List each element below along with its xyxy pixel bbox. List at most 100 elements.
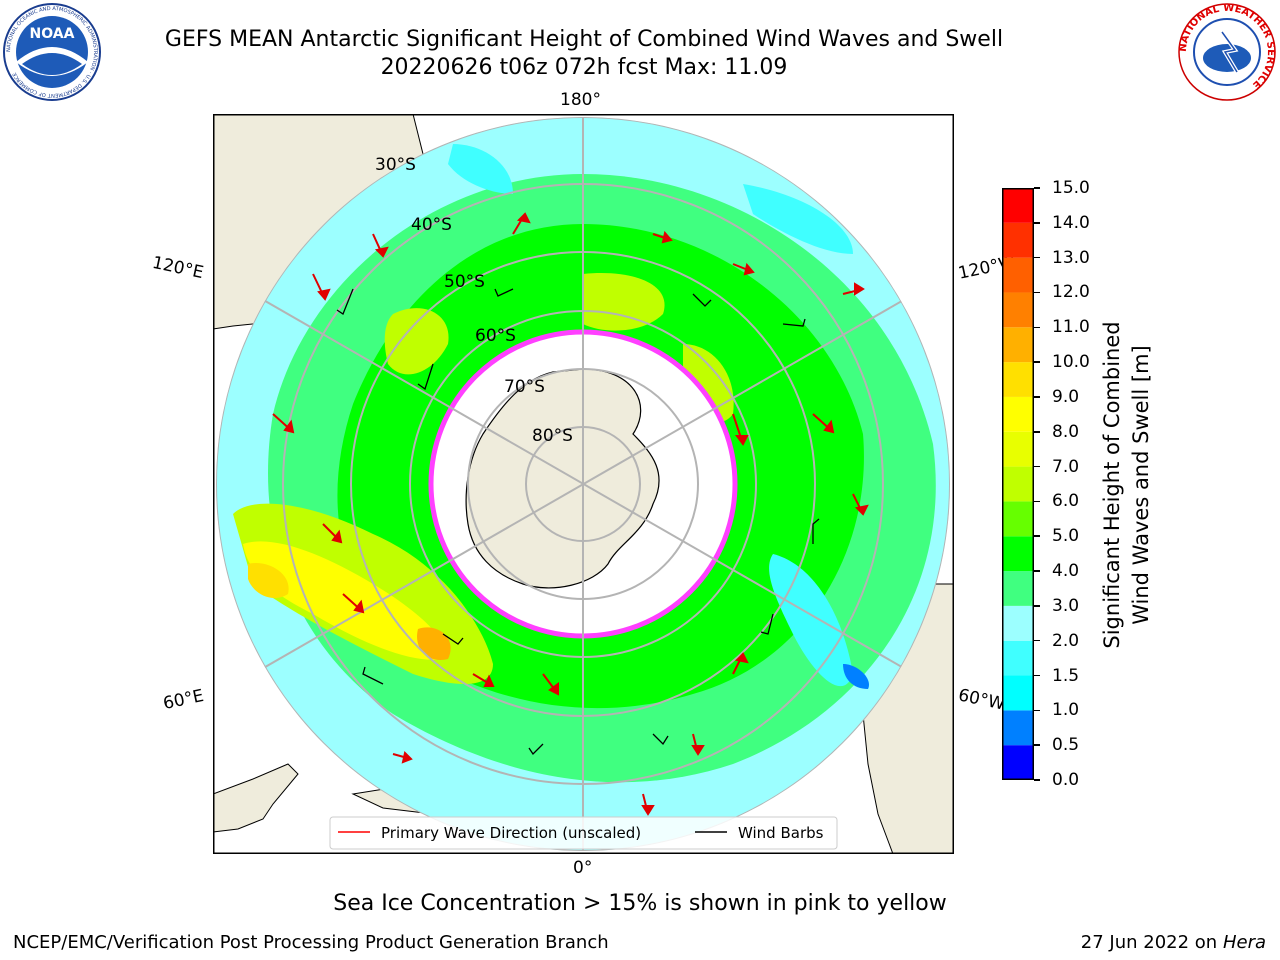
colorbar-segment bbox=[1002, 327, 1034, 363]
wave-arrow bbox=[852, 493, 869, 516]
colorbar-tick bbox=[1034, 674, 1040, 677]
colorbar-segment bbox=[1002, 710, 1034, 746]
lat-label-40s: 40°S bbox=[411, 215, 452, 235]
wave-arrow bbox=[732, 262, 755, 276]
wave-arrow bbox=[342, 593, 365, 614]
noaa-logo: NOAA NATIONAL OCEANIC AND ATMOSPHERIC AD… bbox=[3, 3, 101, 101]
footer-date-text: 27 Jun 2022 on bbox=[1080, 932, 1218, 953]
colorbar-tick bbox=[1034, 361, 1040, 363]
colorbar-tick-label: 11.0 bbox=[1052, 317, 1090, 338]
footer-branch: NCEP/EMC/Verification Post Processing Pr… bbox=[13, 932, 609, 953]
wave-band-peak bbox=[417, 627, 451, 660]
colorbar-tick bbox=[1034, 431, 1040, 433]
colorbar-tick-label: 10.0 bbox=[1052, 352, 1090, 373]
wind-barb bbox=[782, 318, 806, 327]
africa-landmass bbox=[213, 763, 299, 833]
colorbar-tick-label: 1.5 bbox=[1052, 665, 1080, 686]
colorbar-tick-label: 0.5 bbox=[1052, 735, 1080, 756]
wave-arrow bbox=[691, 733, 705, 756]
wave-band-6m-upper-left bbox=[384, 308, 449, 375]
colorbar-segment bbox=[1002, 188, 1034, 223]
colorbar-tick bbox=[1034, 570, 1040, 572]
map-legend: Primary Wave Direction (unscaled) Wind B… bbox=[329, 816, 838, 850]
wave-arrow bbox=[372, 233, 389, 258]
wave-arrow bbox=[842, 282, 865, 296]
lon-label-60w: 60°W bbox=[956, 685, 1007, 715]
sea-ice-note: Sea Ice Concentration > 15% is shown in … bbox=[333, 891, 947, 916]
colorbar-segment bbox=[1002, 745, 1034, 780]
colorbar-tick-label: 0.0 bbox=[1052, 770, 1080, 790]
colorbar-segment bbox=[1002, 257, 1034, 293]
colorbar-tick-label: 15.0 bbox=[1052, 178, 1090, 198]
colorbar-tick-label: 14.0 bbox=[1052, 212, 1090, 233]
wave-band-1m-right bbox=[843, 664, 869, 689]
colorbar-tick-label: 3.0 bbox=[1052, 595, 1080, 616]
colorbar-tick bbox=[1034, 465, 1040, 468]
colorbar-segment bbox=[1002, 292, 1034, 328]
wind-barb bbox=[362, 666, 384, 685]
colorbar-segment bbox=[1002, 536, 1034, 572]
wave-direction-arrows bbox=[272, 212, 869, 816]
wave-arrow bbox=[272, 413, 295, 434]
wave-band-7m bbox=[243, 541, 445, 660]
wind-barb bbox=[760, 613, 774, 635]
colorbar-tick-label: 1.0 bbox=[1052, 700, 1080, 721]
lon-label-0: 0° bbox=[573, 858, 593, 878]
colorbar-tick bbox=[1034, 779, 1040, 781]
wind-barbs bbox=[336, 288, 820, 756]
lon-label-60e: 60°E bbox=[161, 685, 206, 715]
colorbar-segment bbox=[1002, 362, 1034, 397]
map-border bbox=[213, 114, 954, 854]
colorbar-segment bbox=[1002, 571, 1034, 606]
wind-barb bbox=[494, 288, 514, 297]
colorbar-tick bbox=[1034, 396, 1040, 398]
colorbar-segment bbox=[1002, 431, 1034, 467]
lon-label-120e: 120°E bbox=[150, 252, 206, 284]
wind-barb bbox=[417, 363, 434, 391]
wind-barb bbox=[692, 293, 712, 307]
legend-wave-label: Primary Wave Direction (unscaled) bbox=[381, 824, 641, 842]
wave-arrow bbox=[322, 523, 343, 544]
colorbar-tick-label: 8.0 bbox=[1052, 421, 1080, 442]
wave-arrow bbox=[641, 793, 655, 816]
nws-logo: NATIONAL WEATHER SERVICE bbox=[1178, 3, 1276, 101]
wave-arrow bbox=[392, 751, 413, 764]
lat-label-50s: 50°S bbox=[444, 272, 485, 292]
wave-arrow bbox=[732, 413, 749, 446]
colorbar-segment bbox=[1002, 222, 1034, 258]
footer-host: Hera bbox=[1222, 932, 1266, 953]
colorbar-title-line2: Wind Waves and Swell [m] bbox=[1129, 345, 1153, 625]
colorbar-tick-label: 7.0 bbox=[1052, 456, 1080, 477]
colorbar bbox=[1002, 188, 1034, 780]
longitude-grid bbox=[216, 117, 950, 851]
colorbar-tick-label: 6.0 bbox=[1052, 491, 1080, 512]
wave-arrow bbox=[542, 673, 559, 696]
wave-band-2m-top-left bbox=[448, 144, 513, 194]
wave-arrow bbox=[312, 273, 331, 301]
polar-map: 30°S 40°S 50°S 60°S 70°S 80°S Primary Wa… bbox=[213, 114, 954, 854]
wave-arrow bbox=[812, 413, 835, 434]
colorbar-tick bbox=[1034, 256, 1040, 259]
lon-label-180: 180° bbox=[560, 90, 601, 110]
colorbar-segment bbox=[1002, 466, 1034, 502]
colorbar-title-line1: Significant Height of Combined bbox=[1100, 321, 1124, 649]
lat-label-30s: 30°S bbox=[375, 155, 416, 175]
colorbar-segment bbox=[1002, 640, 1034, 676]
colorbar-segment bbox=[1002, 675, 1034, 711]
wave-arrow bbox=[472, 673, 495, 687]
colorbar-tick bbox=[1034, 326, 1040, 329]
colorbar-tick bbox=[1034, 291, 1040, 294]
footer-date: 27 Jun 2022 on Hera bbox=[1081, 932, 1266, 953]
colorbar-tick bbox=[1034, 222, 1040, 224]
colorbar-tick bbox=[1034, 639, 1040, 642]
colorbar-title: Significant Height of Combined Wind Wave… bbox=[1098, 185, 1158, 785]
colorbar-tick-label: 5.0 bbox=[1052, 526, 1080, 547]
chart-title: GEFS MEAN Antarctic Significant Height o… bbox=[164, 27, 1004, 52]
colorbar-tick-label: 4.0 bbox=[1052, 561, 1080, 582]
wind-barb bbox=[812, 518, 820, 544]
colorbar-tick-label: 12.0 bbox=[1052, 282, 1090, 303]
colorbar-segment bbox=[1002, 605, 1034, 641]
lat-label-60s: 60°S bbox=[475, 326, 516, 346]
lat-label-70s: 70°S bbox=[504, 377, 545, 397]
colorbar-tick-label: 2.0 bbox=[1052, 630, 1080, 651]
